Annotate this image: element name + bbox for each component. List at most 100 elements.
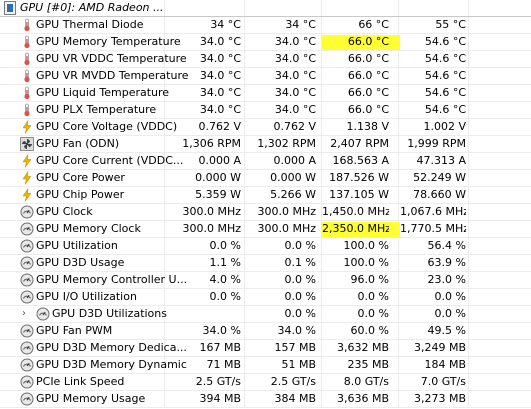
sensor-label: GPU D3D Memory Dynamic [36,358,187,371]
maximum-value: 137.105 W [329,188,389,201]
average-value: 184 MB [424,358,466,371]
sensor-label: GPU Memory Controller U... [36,273,188,286]
average-value: 54.6 °C [424,52,466,65]
lightning-icon [20,154,34,168]
sensor-row[interactable]: GPU Memory Usage 394 MB 384 MB 3,636 MB 3,27… [0,391,531,408]
current-value: 1.1 % [209,256,241,269]
gauge-icon [20,290,34,304]
sensor-row[interactable]: GPU Memory Clock 300.0 MHz 300.0 MHz 2,350.… [0,221,531,238]
average-value: 63.9 % [427,256,466,269]
sensor-row[interactable]: › GPU D3D Utilizations 0.0 % 0.0 % 0.0 % [0,306,531,323]
current-value: 34.0 °C [199,52,241,65]
thermometer-icon [20,35,34,49]
thermometer-icon [20,18,34,32]
column-divider [398,0,399,408]
gauge-icon [20,239,34,253]
sensor-row[interactable]: GPU PLX Temperature 34.0 °C 34.0 °C 66.0 °C… [0,102,531,119]
minimum-value: 0.0 % [284,273,316,286]
gauge-icon [20,392,34,406]
sensor-row[interactable]: GPU Clock 300.0 MHz 300.0 MHz 1,450.0 MHz 1,… [0,204,531,221]
sensor-label: GPU Clock [36,205,93,218]
current-value: 0.000 W [195,171,241,184]
sensor-row[interactable]: GPU I/O Utilization 0.0 % 0.0 % 0.0 % 0.0 % [0,289,531,306]
minimum-value: 300.0 MHz [257,205,316,218]
average-value: 54.6 °C [424,86,466,99]
sensor-row[interactable]: GPU D3D Usage 1.1 % 0.1 % 100.0 % 63.9 % [0,255,531,272]
sensor-label: GPU Chip Power [36,188,125,201]
minimum-value: 0.000 W [270,171,316,184]
current-value: 0.0 % [209,239,241,252]
expand-chevron-icon[interactable]: › [22,308,26,319]
sensor-row[interactable]: GPU Liquid Temperature 34.0 °C 34.0 °C 66.0… [0,85,531,102]
column-divider [468,0,469,408]
maximum-value: 235 MB [347,358,389,371]
maximum-value: 0.0 % [357,307,389,320]
average-value: 7.0 GT/s [420,375,466,388]
sensor-row[interactable]: GPU Core Voltage (VDDC) 0.762 V 0.762 V 1.1… [0,119,531,136]
sensor-row[interactable]: GPU Core Current (VDDC... 0.000 A 0.000 A 1… [0,153,531,170]
maximum-value: 187.526 W [329,171,389,184]
group-header-row[interactable]: GPU [#0]: AMD Radeon ... [0,0,531,17]
average-value: 0.0 % [434,307,466,320]
sensor-row[interactable]: GPU Chip Power 5.359 W 5.266 W 137.105 W 78.… [0,187,531,204]
maximum-value: 168.563 A [332,154,389,167]
sensor-label: GPU PLX Temperature [36,103,157,116]
group-header-label: GPU [#0]: AMD Radeon ... [20,1,164,14]
average-value: 1,067.6 MHz [400,205,466,218]
maximum-value: 100.0 % [343,256,389,269]
current-value: 4.0 % [209,273,241,286]
average-value: 78.660 W [413,188,466,201]
sensor-row[interactable]: GPU VR VDDC Temperature 34.0 °C 34.0 °C 66.… [0,51,531,68]
average-value: 3,249 MB [413,341,466,354]
sensor-row[interactable]: GPU Memory Temperature 34.0 °C 34.0 °C 66.0… [0,34,531,51]
gauge-icon [20,273,34,287]
current-value: 34.0 °C [199,69,241,82]
current-value: 34.0 °C [199,86,241,99]
sensor-label: GPU Memory Temperature [36,35,181,48]
sensor-label: GPU D3D Memory Dedica... [36,341,187,354]
sensor-row[interactable]: GPU Thermal Diode 34 °C 34 °C 66 °C 55 °C [0,17,531,34]
lightning-icon [20,120,34,134]
column-divider [244,0,245,408]
minimum-value: 34.0 % [277,324,316,337]
average-value: 0.0 % [434,290,466,303]
minimum-value: 384 MB [274,392,316,405]
sensor-label: GPU Memory Usage [36,392,146,405]
minimum-value: 34.0 °C [274,52,316,65]
gauge-icon [20,256,34,270]
gauge-icon [20,375,34,389]
average-value: 52.249 W [413,171,466,184]
gauge-icon [36,307,50,321]
maximum-value: 66.0 °C [347,52,389,65]
minimum-value: 0.0 % [284,290,316,303]
minimum-value: 0.1 % [284,256,316,269]
minimum-value: 157 MB [274,341,316,354]
sensor-row[interactable]: GPU Fan (ODN) 1,306 RPM 1,302 RPM 2,407 RPM… [0,136,531,153]
average-value: 47.313 A [416,154,466,167]
minimum-value: 0.000 A [273,154,316,167]
current-value: 5.359 W [195,188,241,201]
sensor-row[interactable]: GPU Memory Controller U... 4.0 % 0.0 % 96.0… [0,272,531,289]
current-value: 394 MB [199,392,241,405]
gauge-icon [20,324,34,338]
sensor-row[interactable]: GPU D3D Memory Dynamic 71 MB 51 MB 235 MB 18… [0,357,531,374]
thermometer-icon [20,69,34,83]
current-value: 1,306 RPM [182,137,241,150]
gauge-icon [20,341,34,355]
sensor-row[interactable]: GPU Core Power 0.000 W 0.000 W 187.526 W 52.… [0,170,531,187]
minimum-value: 0.0 % [284,307,316,320]
fan-icon [20,137,34,151]
sensor-row[interactable]: PCIe Link Speed 2.5 GT/s 2.5 GT/s 8.0 GT/s 7… [0,374,531,391]
sensor-label: GPU Liquid Temperature [36,86,170,99]
sensor-row[interactable]: GPU VR MVDD Temperature 34.0 °C 34.0 °C 66.… [0,68,531,85]
sensor-label: GPU Core Voltage (VDDC) [36,120,178,133]
maximum-value: 3,632 MB [336,341,389,354]
sensor-row[interactable]: GPU D3D Memory Dedica... 167 MB 157 MB 3,63… [0,340,531,357]
maximum-value: 66.0 °C [347,35,389,48]
sensor-row[interactable]: GPU Fan PWM 34.0 % 34.0 % 60.0 % 49.5 % [0,323,531,340]
thermometer-icon [20,86,34,100]
sensor-row[interactable]: GPU Utilization 0.0 % 0.0 % 100.0 % 56.4 % [0,238,531,255]
minimum-value: 34.0 °C [274,69,316,82]
minimum-value: 300.0 MHz [257,222,316,235]
current-value: 300.0 MHz [182,222,241,235]
